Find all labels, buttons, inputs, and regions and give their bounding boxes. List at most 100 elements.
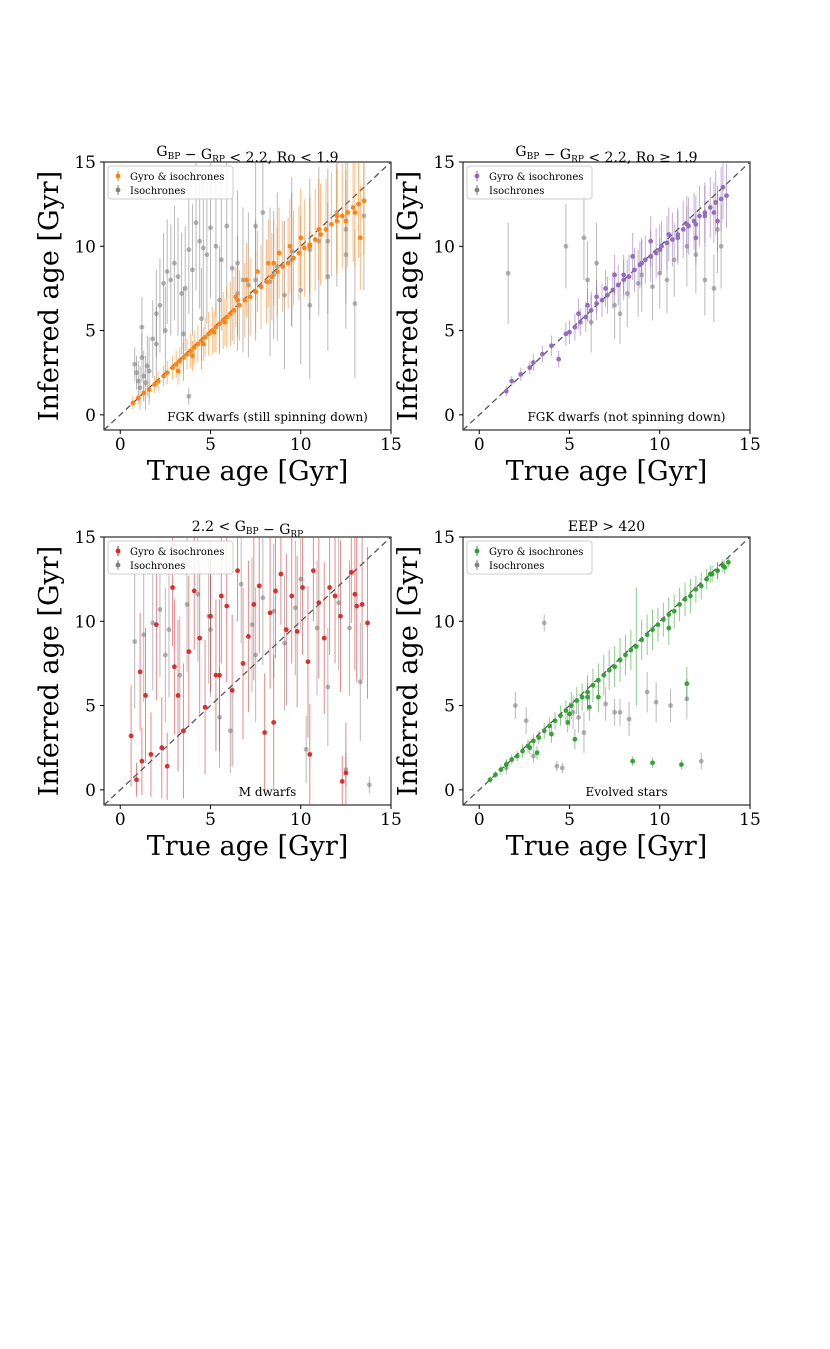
data-point	[707, 205, 713, 210]
data-point	[267, 279, 273, 285]
data-point	[143, 380, 148, 386]
data-point	[184, 602, 190, 607]
series-gyro-isochrones	[487, 557, 731, 784]
data-point	[540, 351, 545, 357]
x-tick-label: 10	[290, 810, 312, 830]
data-point	[487, 777, 493, 783]
data-point	[715, 218, 720, 224]
data-point	[312, 237, 318, 242]
data-point	[594, 294, 599, 300]
legend-box	[466, 540, 593, 575]
data-point	[612, 664, 618, 670]
data-point	[238, 581, 244, 587]
data-point	[612, 272, 618, 278]
panel-m-dwarfs: 00 5 5 10 10 15 15 True age [Gyr] Inferred age […	[34, 519, 402, 862]
data-point	[181, 728, 186, 734]
legend: Gyro & isochrones Isochrones	[107, 540, 234, 575]
data-point	[541, 620, 547, 626]
data-point	[307, 243, 313, 249]
y-tick-label: 10	[74, 237, 96, 257]
data-point	[711, 286, 717, 291]
data-point	[321, 635, 327, 641]
data-point	[653, 699, 659, 705]
data-point	[549, 731, 554, 737]
data-point	[595, 694, 601, 700]
data-point	[208, 613, 213, 619]
data-point	[255, 269, 260, 274]
y-tick-label: 15	[433, 153, 455, 173]
data-point	[552, 718, 558, 724]
data-point	[240, 661, 246, 666]
data-point	[664, 240, 670, 246]
x-tick-label: 0	[115, 435, 126, 455]
data-point	[159, 745, 165, 751]
data-point	[236, 302, 242, 308]
data-point	[144, 363, 150, 369]
data-point	[361, 198, 367, 204]
data-point	[265, 260, 271, 266]
data-point	[605, 292, 610, 298]
y-axis-label: Inferred age [Gyr]	[34, 546, 65, 796]
data-point	[586, 704, 592, 710]
data-point	[617, 311, 623, 317]
data-point	[503, 762, 509, 767]
data-point	[359, 602, 365, 607]
legend: Gyro & isochrones Isochrones	[466, 165, 593, 200]
data-point	[536, 735, 542, 740]
data-point	[152, 382, 157, 387]
data-point	[585, 277, 590, 283]
data-point	[679, 762, 684, 767]
data-point	[296, 250, 302, 256]
data-point	[666, 232, 672, 237]
data-point	[722, 564, 728, 570]
data-point	[688, 593, 693, 599]
data-point	[644, 632, 650, 638]
data-point	[197, 238, 203, 244]
data-point	[188, 348, 194, 354]
data-point	[287, 243, 293, 249]
data-point	[585, 302, 590, 308]
data-point	[498, 767, 504, 773]
axes-frame	[462, 161, 751, 431]
data-point	[150, 336, 156, 342]
legend-marker	[115, 548, 121, 554]
data-point	[190, 353, 195, 359]
legend-marker	[115, 187, 121, 193]
data-point	[162, 328, 168, 333]
legend-label: Gyro & isochrones	[130, 547, 224, 558]
data-point	[213, 672, 219, 678]
data-point	[137, 669, 143, 675]
data-point	[218, 593, 224, 599]
data-point	[664, 277, 670, 283]
legend-marker	[474, 187, 480, 193]
y-tick-label: 5	[85, 697, 96, 717]
panel-fgk-not-spinning: 00 5 5 10 10 15 15 True age [Gyr] Inferred age […	[393, 144, 761, 487]
data-point	[262, 730, 268, 735]
data-point	[612, 709, 618, 715]
data-point	[630, 758, 636, 764]
data-point	[505, 270, 511, 276]
panel-title: EEP > 420	[568, 519, 645, 535]
data-point	[146, 387, 152, 392]
data-point	[231, 307, 237, 313]
data-point	[572, 324, 578, 330]
x-tick-label: 15	[380, 810, 402, 830]
data-point	[702, 213, 708, 219]
data-point	[271, 720, 277, 725]
y-tick-label: 5	[444, 322, 455, 342]
data-point	[329, 221, 334, 227]
data-point	[680, 227, 686, 232]
legend-label: Gyro & isochrones	[489, 547, 583, 558]
y-tick-label: 0	[444, 781, 455, 801]
data-point	[157, 607, 163, 612]
data-point	[336, 600, 342, 606]
data-point	[251, 602, 257, 607]
data-point	[197, 635, 203, 641]
data-point	[298, 576, 304, 582]
data-point	[132, 639, 138, 644]
series-isochrones	[132, 537, 372, 794]
panel-annotation: FGK dwarfs (not spinning down)	[527, 410, 725, 424]
data-point	[300, 585, 305, 590]
axes-frame	[103, 536, 392, 806]
